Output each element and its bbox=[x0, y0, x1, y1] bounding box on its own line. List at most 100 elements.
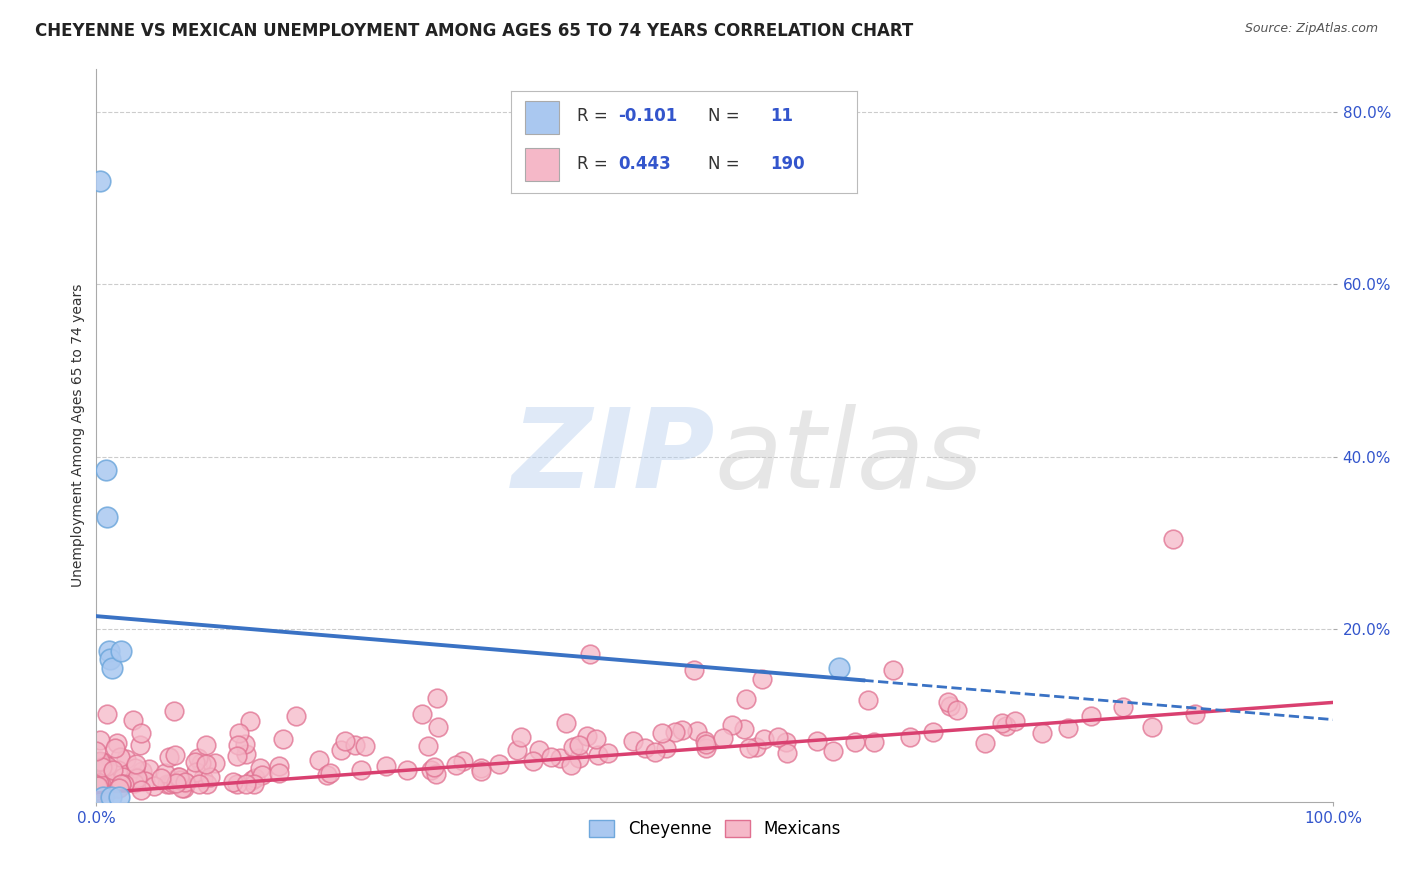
Point bbox=[91, 790, 114, 805]
Point bbox=[995, 719, 1018, 733]
Point bbox=[235, 777, 257, 791]
Text: CHEYENNE VS MEXICAN UNEMPLOYMENT AMONG AGES 65 TO 74 YEARS CORRELATION CHART: CHEYENNE VS MEXICAN UNEMPLOYMENT AMONG A… bbox=[35, 22, 914, 40]
Point bbox=[634, 741, 657, 756]
Point bbox=[163, 704, 186, 718]
Point bbox=[671, 723, 693, 738]
Point bbox=[1031, 726, 1053, 740]
Point bbox=[150, 771, 173, 785]
Point bbox=[98, 652, 121, 666]
Point bbox=[89, 762, 111, 776]
Point bbox=[575, 729, 598, 743]
Point bbox=[752, 731, 775, 746]
Point bbox=[174, 776, 197, 790]
Legend: Cheyenne, Mexicans: Cheyenne, Mexicans bbox=[582, 813, 846, 845]
Point bbox=[96, 706, 118, 721]
Point bbox=[107, 790, 129, 805]
Point bbox=[226, 738, 249, 752]
Point bbox=[190, 756, 212, 771]
Point bbox=[142, 779, 165, 793]
Point bbox=[713, 731, 735, 746]
Point bbox=[89, 781, 111, 796]
Point bbox=[560, 758, 582, 772]
Point bbox=[775, 735, 797, 749]
Point bbox=[751, 673, 773, 687]
Point bbox=[86, 763, 108, 777]
Point bbox=[89, 754, 111, 768]
Point bbox=[131, 725, 153, 739]
Point bbox=[721, 718, 744, 732]
Point bbox=[134, 773, 156, 788]
Point bbox=[124, 761, 146, 775]
Point bbox=[125, 756, 148, 771]
Point bbox=[946, 703, 969, 717]
Point bbox=[89, 174, 111, 188]
Point bbox=[598, 746, 620, 760]
Point bbox=[683, 664, 706, 678]
Point bbox=[333, 734, 356, 748]
Point bbox=[101, 763, 124, 777]
Point bbox=[97, 643, 120, 657]
Point bbox=[235, 738, 257, 752]
Point bbox=[938, 698, 960, 713]
Point bbox=[350, 763, 373, 777]
Point bbox=[411, 706, 433, 721]
Point bbox=[882, 663, 904, 677]
Point bbox=[86, 776, 108, 790]
Point bbox=[225, 777, 247, 791]
Point bbox=[540, 749, 562, 764]
Text: Source: ZipAtlas.com: Source: ZipAtlas.com bbox=[1244, 22, 1378, 36]
Point bbox=[96, 510, 118, 524]
Point bbox=[193, 771, 215, 785]
Point bbox=[395, 763, 418, 777]
Point bbox=[107, 763, 129, 777]
Point bbox=[863, 735, 886, 749]
Point bbox=[172, 780, 194, 795]
Point bbox=[163, 748, 186, 763]
Point bbox=[644, 745, 666, 759]
Point bbox=[90, 777, 112, 791]
Point bbox=[226, 749, 249, 764]
Point bbox=[806, 734, 828, 748]
Point bbox=[101, 778, 124, 792]
Point bbox=[329, 743, 352, 757]
Point bbox=[562, 739, 585, 754]
Point bbox=[86, 774, 108, 789]
Point bbox=[86, 782, 108, 797]
Point bbox=[243, 772, 266, 786]
Point bbox=[87, 755, 110, 769]
Point bbox=[735, 692, 758, 706]
Point bbox=[159, 776, 181, 790]
Point bbox=[354, 739, 377, 753]
Point bbox=[96, 758, 118, 772]
Text: atlas: atlas bbox=[714, 403, 984, 510]
Point bbox=[165, 775, 187, 789]
Point bbox=[108, 749, 131, 764]
Point bbox=[578, 647, 600, 661]
Point bbox=[844, 735, 866, 749]
Point bbox=[991, 715, 1014, 730]
Point bbox=[243, 777, 266, 791]
Point bbox=[1140, 720, 1163, 734]
Point bbox=[250, 767, 273, 781]
Point bbox=[127, 771, 149, 785]
Point bbox=[319, 765, 342, 780]
Point bbox=[416, 739, 439, 754]
Point bbox=[157, 750, 180, 764]
Point bbox=[426, 691, 449, 706]
Point bbox=[1161, 532, 1184, 546]
Point bbox=[488, 756, 510, 771]
Point bbox=[423, 760, 446, 774]
Point bbox=[86, 764, 108, 778]
Point bbox=[108, 781, 131, 796]
Point bbox=[110, 777, 132, 791]
Point bbox=[96, 772, 118, 787]
Point bbox=[550, 751, 572, 765]
Point bbox=[89, 778, 111, 792]
Point bbox=[86, 744, 108, 758]
Point bbox=[105, 781, 128, 796]
Point bbox=[101, 777, 124, 791]
Point bbox=[745, 740, 768, 755]
Point bbox=[267, 759, 290, 773]
Point bbox=[285, 709, 308, 723]
Point bbox=[695, 741, 717, 756]
